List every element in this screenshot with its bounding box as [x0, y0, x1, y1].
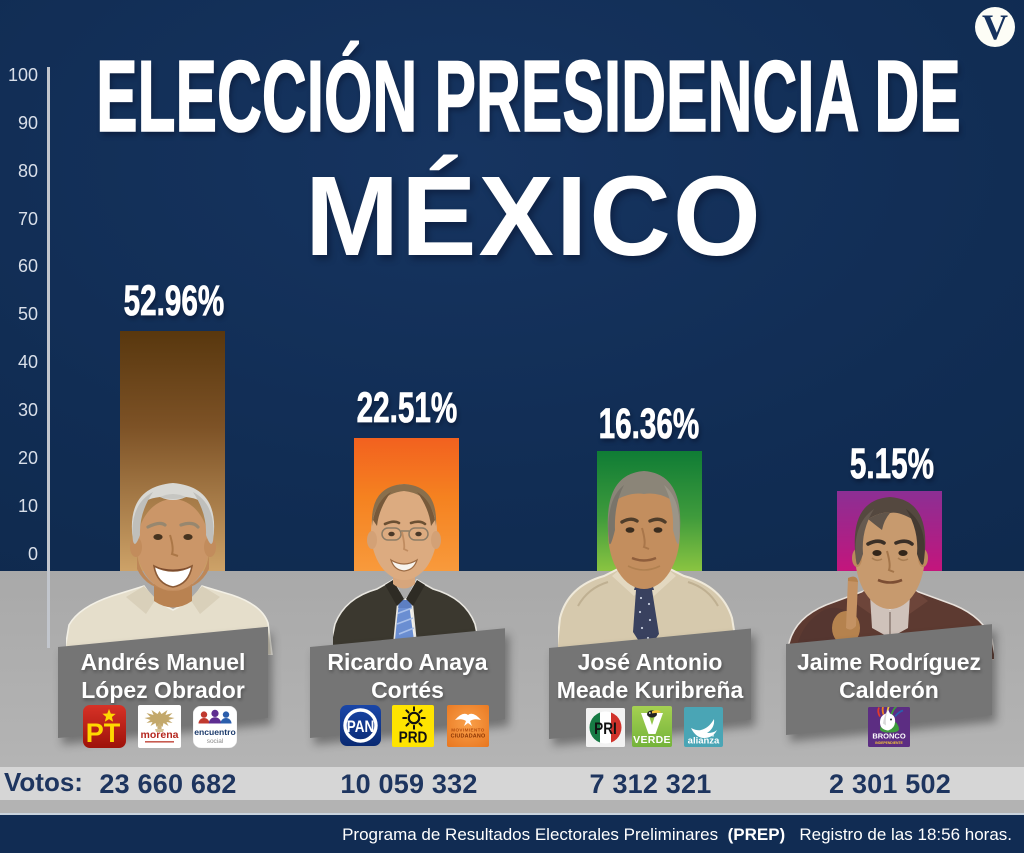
svg-text:social: social [207, 738, 224, 745]
svg-text:MOVIMIENTO: MOVIMIENTO [451, 728, 485, 733]
svg-text:encuentro: encuentro [194, 727, 236, 737]
svg-text:PRI: PRI [594, 720, 617, 739]
svg-text:INDEPENDIENTE: INDEPENDIENTE [876, 741, 904, 745]
svg-text:PRD: PRD [398, 730, 427, 747]
svg-text:nueva: nueva [704, 734, 715, 738]
svg-text:PAN: PAN [347, 718, 375, 737]
svg-text:PT: PT [86, 718, 121, 748]
svg-text:CIUDADANO: CIUDADANO [451, 734, 486, 740]
svg-text:morena: morena [140, 729, 178, 741]
svg-text:BRONCO: BRONCO [873, 732, 906, 741]
svg-text:alianza: alianza [688, 736, 720, 747]
svg-text:VERDE: VERDE [633, 734, 671, 746]
